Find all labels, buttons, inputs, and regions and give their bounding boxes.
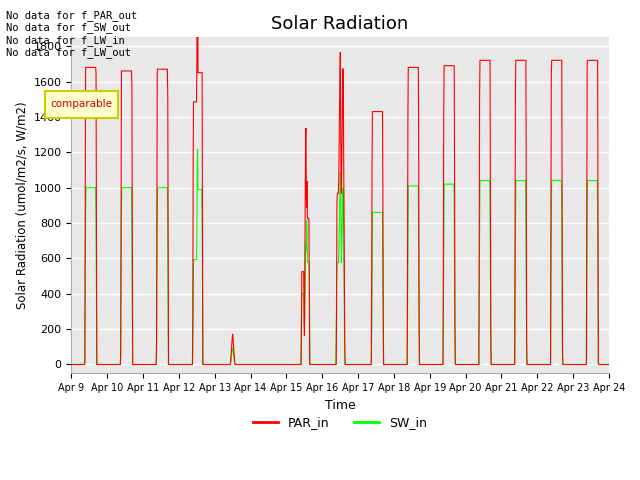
SW_in	[424, 361, 431, 367]
SW_in	[194, 146, 202, 152]
SW_in	[174, 361, 182, 367]
PAR_in	[541, 361, 549, 367]
Text: No data for f_PAR_out
No data for f_SW_out
No data for f_LW_in
No data for f_LW_: No data for f_PAR_out No data for f_SW_o…	[6, 10, 138, 58]
SW_in	[494, 361, 502, 367]
Legend: PAR_in, SW_in: PAR_in, SW_in	[248, 411, 433, 434]
PAR_in	[424, 361, 431, 367]
SW_in	[187, 361, 195, 367]
X-axis label: Time: Time	[324, 398, 355, 412]
PAR_in	[174, 361, 182, 367]
SW_in	[248, 361, 255, 367]
SW_in	[605, 361, 612, 367]
PAR_in	[68, 361, 76, 367]
SW_in	[541, 361, 549, 367]
SW_in	[68, 361, 76, 367]
PAR_in	[187, 361, 195, 367]
Title: Solar Radiation: Solar Radiation	[271, 15, 409, 33]
Line: SW_in: SW_in	[72, 149, 609, 364]
PAR_in	[605, 361, 612, 367]
PAR_in	[248, 361, 255, 367]
PAR_in	[494, 361, 502, 367]
Text: comparable: comparable	[51, 99, 113, 109]
Line: PAR_in: PAR_in	[72, 0, 609, 364]
Y-axis label: Solar Radiation (umol/m2/s, W/m2): Solar Radiation (umol/m2/s, W/m2)	[15, 101, 28, 309]
